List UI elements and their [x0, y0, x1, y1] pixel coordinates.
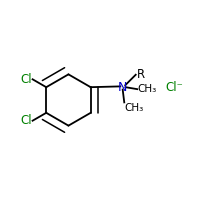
Text: R: R [137, 68, 145, 81]
Text: CH₃: CH₃ [138, 84, 157, 94]
Text: Cl⁻: Cl⁻ [165, 81, 183, 94]
Text: Cl: Cl [20, 73, 32, 86]
Text: Cl: Cl [20, 114, 32, 127]
Text: N: N [118, 81, 127, 94]
Text: CH₃: CH₃ [125, 103, 144, 113]
